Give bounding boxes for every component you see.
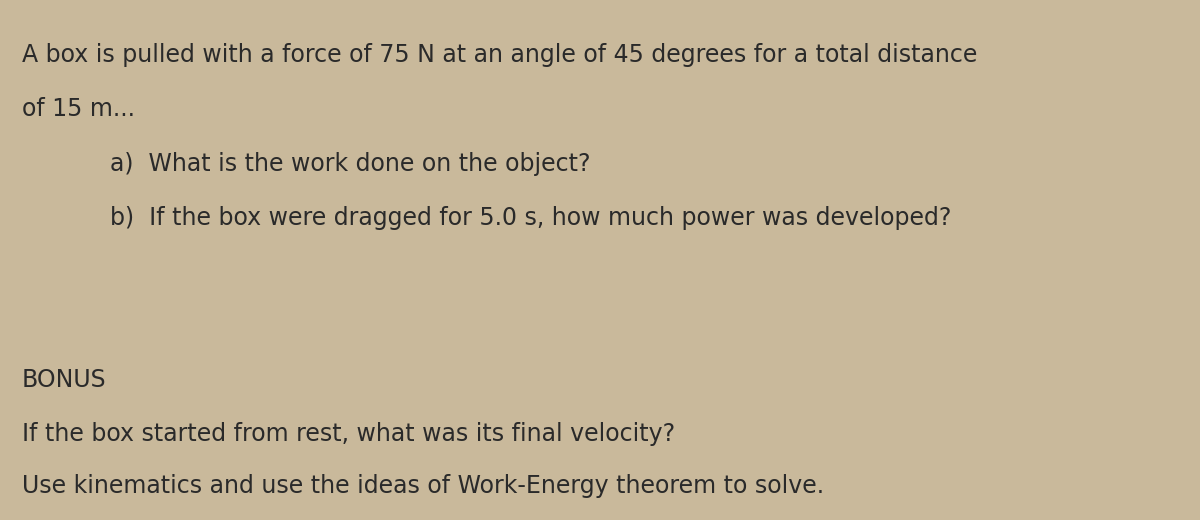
Text: Use kinematics and use the ideas of Work-Energy theorem to solve.: Use kinematics and use the ideas of Work… — [22, 474, 823, 498]
Text: a)  What is the work done on the object?: a) What is the work done on the object? — [110, 152, 590, 176]
Text: b)  If the box were dragged for 5.0 s, how much power was developed?: b) If the box were dragged for 5.0 s, ho… — [110, 206, 952, 230]
Text: BONUS: BONUS — [22, 368, 107, 392]
Text: If the box started from rest, what was its final velocity?: If the box started from rest, what was i… — [22, 422, 674, 446]
Text: of 15 m...: of 15 m... — [22, 97, 134, 121]
Text: A box is pulled with a force of 75 N at an angle of 45 degrees for a total dista: A box is pulled with a force of 75 N at … — [22, 43, 977, 67]
